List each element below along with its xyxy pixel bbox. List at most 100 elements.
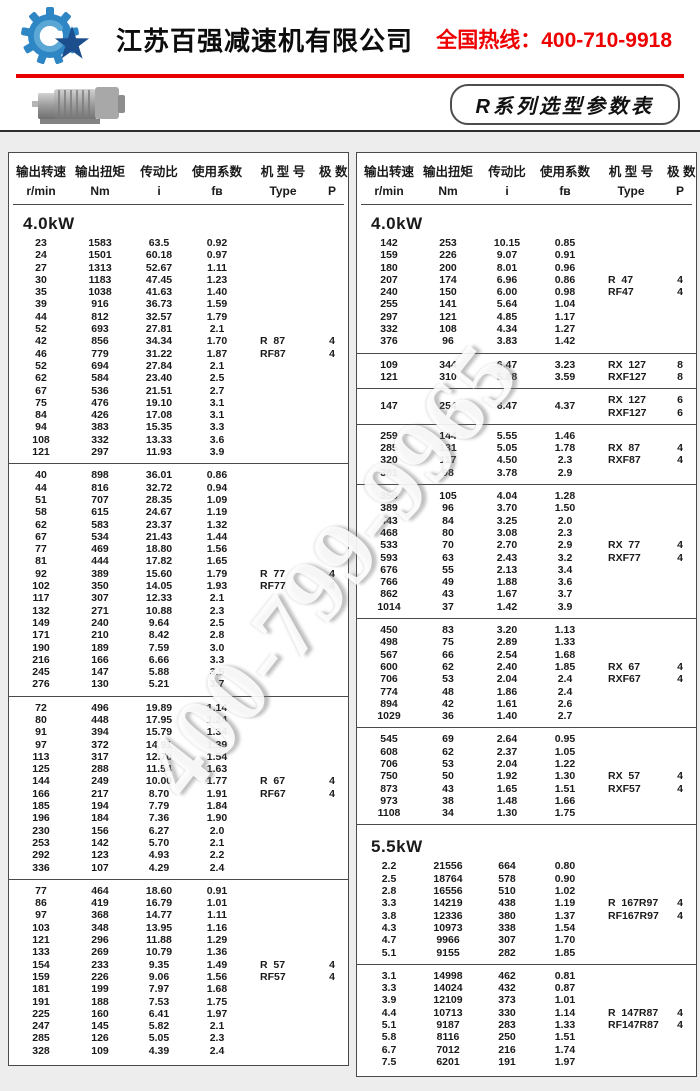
cell-poles: 4 xyxy=(677,673,683,686)
table-row: 121 310 5.88 3.59 RXF127 8 xyxy=(361,371,692,383)
table-row: 171 210 8.42 2.8 xyxy=(13,629,344,641)
table-row: 1014 37 1.42 3.9 xyxy=(361,601,692,613)
cell-ratio: 5.05 xyxy=(496,442,518,455)
cell-speed: 3.9 xyxy=(381,994,397,1007)
cell-fb: 1.46 xyxy=(554,429,576,442)
cell-torque: 389 xyxy=(91,567,109,580)
table-row: 67 536 21.51 2.7 xyxy=(13,385,344,397)
cell-fb: 1.74 xyxy=(554,1043,576,1056)
cell-speed: 171 xyxy=(32,629,50,642)
table-row: 80 448 17.95 1.24 xyxy=(13,714,344,726)
table-row: 247 145 5.82 2.1 xyxy=(13,1020,344,1032)
cell-torque: 117 xyxy=(439,454,457,467)
cell-poles: 4 xyxy=(329,580,335,593)
cell-speed: 3.3 xyxy=(381,982,397,995)
header-label-en: fʙ xyxy=(559,184,571,198)
cell-ratio: 52.67 xyxy=(145,261,173,274)
block-separator xyxy=(357,727,696,729)
cell-speed: 297 xyxy=(380,310,398,323)
section-title: 5.5kW xyxy=(371,837,423,857)
table-header: 输出转速 r/min 输出扭矩 Nm 传动比 i 使用系数 fʙ 机 型 号 Type 极 数 P xyxy=(13,153,347,205)
cell-fb: 0.94 xyxy=(206,481,228,494)
cell-torque: 142 xyxy=(91,836,109,849)
cell-speed: 159 xyxy=(380,249,398,262)
cell-speed: 608 xyxy=(380,745,398,758)
cell-torque: 53 xyxy=(442,757,454,770)
cell-ratio: 9.35 xyxy=(148,958,170,971)
cell-ratio: 15.79 xyxy=(145,726,173,739)
cell-speed: 240 xyxy=(380,286,398,299)
cell-fb: 1.75 xyxy=(554,807,576,820)
table-row: 443 84 3.25 2.0 xyxy=(361,515,692,527)
cell-torque: 36 xyxy=(442,710,454,723)
table-row: 121 297 11.93 3.9 xyxy=(13,446,344,458)
cell-ratio: 7.97 xyxy=(148,983,170,996)
cell-speed: 51 xyxy=(35,493,47,506)
cell-fb: 3.3 xyxy=(209,421,225,434)
section-title: 4.0kW xyxy=(23,214,75,233)
table-row: 30 1183 47.45 1.23 xyxy=(13,274,344,286)
table-row: 149 240 9.64 2.5 xyxy=(13,617,344,629)
cell-fb: 2.4 xyxy=(557,673,573,686)
cell-speed: 389 xyxy=(380,502,398,515)
cell-ratio: 3.20 xyxy=(496,624,518,637)
cell-fb: 0.96 xyxy=(554,261,576,274)
cell-speed: 5.1 xyxy=(381,1019,397,1032)
cell-fb: 1.17 xyxy=(554,310,576,323)
cell-speed: 1014 xyxy=(377,600,401,613)
cell-torque: 288 xyxy=(91,763,109,776)
spec-table-right: 输出转速 r/min 输出扭矩 Nm 传动比 i 使用系数 fʙ 机 型 号 Type 极 数 P 4.… xyxy=(356,152,697,1078)
cell-speed: 149 xyxy=(32,616,50,629)
cell-torque: 121 xyxy=(439,310,457,323)
cell-fb: 1.65 xyxy=(206,555,228,568)
series-badge: R系列选型参数表 xyxy=(449,83,680,125)
cell-torque: 469 xyxy=(91,543,109,556)
cell-fb: 1.50 xyxy=(554,502,576,515)
cell-ratio: 14.77 xyxy=(145,909,173,922)
table-row: 253 142 5.70 2.1 xyxy=(13,837,344,849)
cell-ratio: 1.92 xyxy=(496,770,518,783)
cell-torque: 307 xyxy=(91,592,109,605)
cell-fb: 3.3 xyxy=(209,653,225,666)
cell-fb: 1.68 xyxy=(206,983,228,996)
table-row: 3.3 14024 432 0.87 xyxy=(361,982,692,994)
cell-speed: 766 xyxy=(380,576,398,589)
cell-speed: 973 xyxy=(380,794,398,807)
table-row: 4.4 10713 330 1.14 R 147R87 4 xyxy=(361,1007,692,1019)
cell-fb: 3.5 xyxy=(209,666,225,679)
cell-ratio: 10.79 xyxy=(145,946,173,959)
cell-poles: 4 xyxy=(677,1006,683,1019)
table-row: 77 464 18.60 0.91 xyxy=(13,885,344,897)
table-row: 766 49 1.88 3.6 xyxy=(361,576,692,588)
cell-fb: 1.14 xyxy=(554,1006,576,1019)
cell-fb: 1.66 xyxy=(554,794,576,807)
cell-ratio: 13.95 xyxy=(145,921,173,934)
cell-speed: 67 xyxy=(35,530,47,543)
cell-torque: 166 xyxy=(91,653,109,666)
cell-torque: 53 xyxy=(442,673,454,686)
table-row: 190 189 7.59 3.0 xyxy=(13,642,344,654)
cell-fb: 1.32 xyxy=(206,518,228,531)
cell-type: RX 87 xyxy=(608,442,641,455)
table-row: 81 444 17.82 1.65 xyxy=(13,555,344,567)
table-header: 输出转速 r/min 输出扭矩 Nm 传动比 i 使用系数 fʙ 机 型 号 Type 极 数 P xyxy=(361,153,695,205)
table-row: 6.7 7012 216 1.74 xyxy=(361,1044,692,1056)
cell-fb: 2.1 xyxy=(209,836,225,849)
cell-fb: 1.04 xyxy=(554,298,576,311)
cell-ratio: 63.5 xyxy=(148,237,170,249)
table-row: 39 916 36.73 1.59 xyxy=(13,298,344,310)
cell-ratio: 1.86 xyxy=(496,685,518,698)
cell-speed: 103 xyxy=(32,921,50,934)
cell-ratio: 17.95 xyxy=(145,713,173,726)
cell-torque: 694 xyxy=(91,359,109,372)
cell-ratio: 19.89 xyxy=(145,701,173,714)
cell-ratio: 34.34 xyxy=(145,335,173,348)
cell-speed: 109 xyxy=(380,358,398,371)
cell-torque: 147 xyxy=(91,666,109,679)
cell-speed: 27 xyxy=(35,261,47,274)
cell-ratio: 32.72 xyxy=(145,481,173,494)
table-row: 166 217 8.70 1.91 RF67 4 xyxy=(13,788,344,800)
cell-torque: 98 xyxy=(442,466,454,479)
header-label-en: Nm xyxy=(90,184,110,198)
cell-torque: 693 xyxy=(91,323,109,336)
